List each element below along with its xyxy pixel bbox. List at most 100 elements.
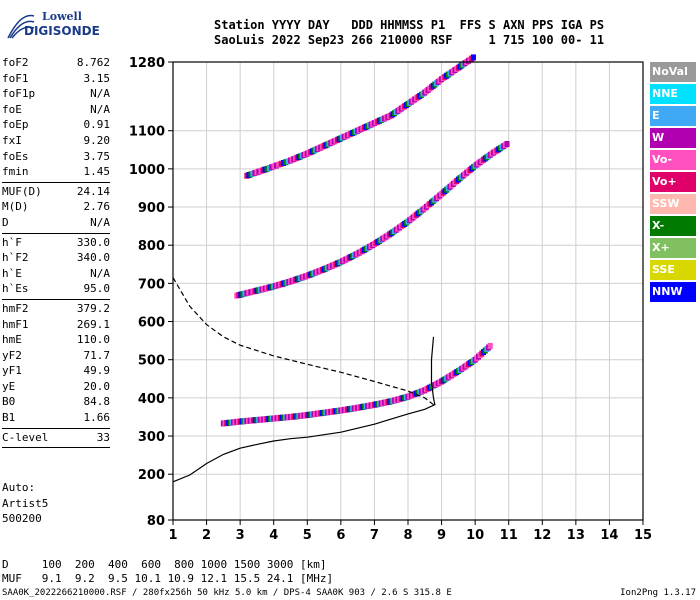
x-tick-label: 9 [437, 528, 446, 543]
profile-curves [172, 277, 436, 483]
muf-row: MUF 9.1 9.2 9.5 10.1 10.9 12.1 15.5 24.1… [2, 572, 334, 585]
param-name: yF2 [2, 348, 22, 362]
param-row: hmF2 379.2 [2, 302, 110, 318]
param-row-clevel: C-level 33 [2, 431, 110, 447]
logo-text-lowell: Lowell [42, 10, 82, 23]
separator [2, 427, 110, 429]
param-value: N/A [90, 87, 110, 101]
param-value: N/A [90, 102, 110, 116]
x-tick-label: 11 [500, 528, 518, 543]
y-axis-ticks: 80 200 300 400 500 600 700 800 900 1000 1100 1280 [129, 56, 173, 529]
param-value: 3.15 [83, 71, 111, 85]
profile-curve [172, 336, 436, 483]
legend-item: X- [650, 216, 696, 236]
param-value: 9.20 [83, 133, 111, 147]
param-value: 95.0 [83, 282, 111, 296]
legend-item: E [650, 106, 696, 126]
param-name: h`Es [2, 282, 29, 296]
param-name: B1 [2, 411, 16, 425]
param-row: h`Es 95.0 [2, 282, 110, 298]
param-row: B0 84.8 [2, 395, 110, 411]
param-name: h`F2 [2, 251, 29, 265]
y-tick-label: 300 [138, 430, 165, 445]
param-name: hmF2 [2, 301, 29, 315]
param-value: 110.0 [76, 333, 110, 347]
param-row: h`F 330.0 [2, 236, 110, 252]
param-row: fmin 1.45 [2, 165, 110, 181]
legend-item: NNW [650, 282, 696, 302]
separator [2, 181, 110, 183]
param-row: foF2 8.762 [2, 56, 110, 72]
param-value: 49.9 [83, 364, 111, 378]
separator [2, 298, 110, 300]
param-value: 340.0 [76, 251, 110, 265]
x-tick-label: 3 [236, 528, 245, 543]
param-row: h`E N/A [2, 267, 110, 283]
param-value: N/A [90, 266, 110, 280]
legend-item: X+ [650, 238, 696, 258]
auto-label: Auto: [2, 481, 36, 494]
x-tick-label: 5 [303, 528, 312, 543]
x-tick-label: 13 [567, 528, 585, 543]
x-tick-label: 2 [202, 528, 211, 543]
param-row: B1 1.66 [2, 411, 110, 427]
param-name: fxI [2, 133, 22, 147]
y-tick-label: 1000 [129, 163, 165, 178]
param-row: foEp 0.91 [2, 118, 110, 134]
param-row: MUF(D) 24.14 [2, 185, 110, 201]
legend-item: SSE [650, 260, 696, 280]
header-line-1: Station YYYY DAY DDD HHMMSS P1 FFS S AXN… [214, 18, 605, 32]
param-value: 20.0 [83, 379, 111, 393]
polarization-legend: NoVal NNE E W Vo- Vo+ SSW X- X+ SSE NNW [650, 62, 696, 304]
param-row: foE N/A [2, 103, 110, 119]
param-row: foEs 3.75 [2, 150, 110, 166]
x-tick-label: 14 [600, 528, 618, 543]
file-info-footer: SAA0K_2022266210000.RSF / 280fx256h 50 k… [2, 588, 452, 598]
echo-traces [220, 54, 510, 427]
x-tick-label: 4 [269, 528, 278, 543]
param-row: yE 20.0 [2, 380, 110, 396]
param-value: 33 [96, 430, 110, 444]
param-name: D [2, 215, 9, 229]
param-name: h`F [2, 235, 22, 249]
param-row: fxI 9.20 [2, 134, 110, 150]
legend-item: Vo+ [650, 172, 696, 192]
param-row: hmE 110.0 [2, 333, 110, 349]
software-version: Ion2Png 1.3.17 [620, 588, 696, 598]
param-value: 8.762 [76, 56, 110, 69]
auto-version: 500200 [2, 512, 42, 525]
param-name: foF1p [2, 87, 36, 101]
param-name: hmF1 [2, 317, 29, 331]
param-value: 71.7 [83, 348, 111, 362]
digisonde-logo: Lowell DIGISONDE [2, 10, 112, 50]
legend-item: SSW [650, 194, 696, 214]
param-row: h`F2 340.0 [2, 251, 110, 267]
auto-program: Artist5 [2, 496, 49, 510]
echo-point [470, 54, 476, 61]
param-name: C-level [2, 430, 49, 444]
param-name: yE [2, 379, 16, 393]
param-value: 2.76 [83, 200, 111, 214]
param-row: hmF1 269.1 [2, 318, 110, 334]
x-tick-label: 7 [370, 528, 379, 543]
station-header: Station YYYY DAY DDD HHMMSS P1 FFS S AXN… [214, 18, 604, 48]
x-tick-label: 6 [336, 528, 345, 543]
param-value: 0.91 [83, 118, 111, 132]
x-tick-label: 15 [634, 528, 652, 543]
param-value: 1.45 [83, 165, 111, 179]
distance-row: D 100 200 400 600 800 1000 1500 3000 [km… [2, 558, 327, 571]
y-tick-label: 800 [138, 239, 165, 254]
param-row: yF1 49.9 [2, 364, 110, 380]
param-name: foEs [2, 149, 29, 163]
param-name: fmin [2, 165, 29, 179]
muf-distance-table: D 100 200 400 600 800 1000 1500 3000 [km… [2, 558, 333, 586]
echo-point [487, 342, 493, 349]
legend-item: Vo- [650, 150, 696, 170]
param-name: M(D) [2, 200, 29, 214]
legend-item: NNE [650, 84, 696, 104]
legend-item: W [650, 128, 696, 148]
param-name: yF1 [2, 364, 22, 378]
autoscaling-info: Auto: Artist5 500200 [2, 480, 48, 527]
x-tick-label: 12 [533, 528, 551, 543]
